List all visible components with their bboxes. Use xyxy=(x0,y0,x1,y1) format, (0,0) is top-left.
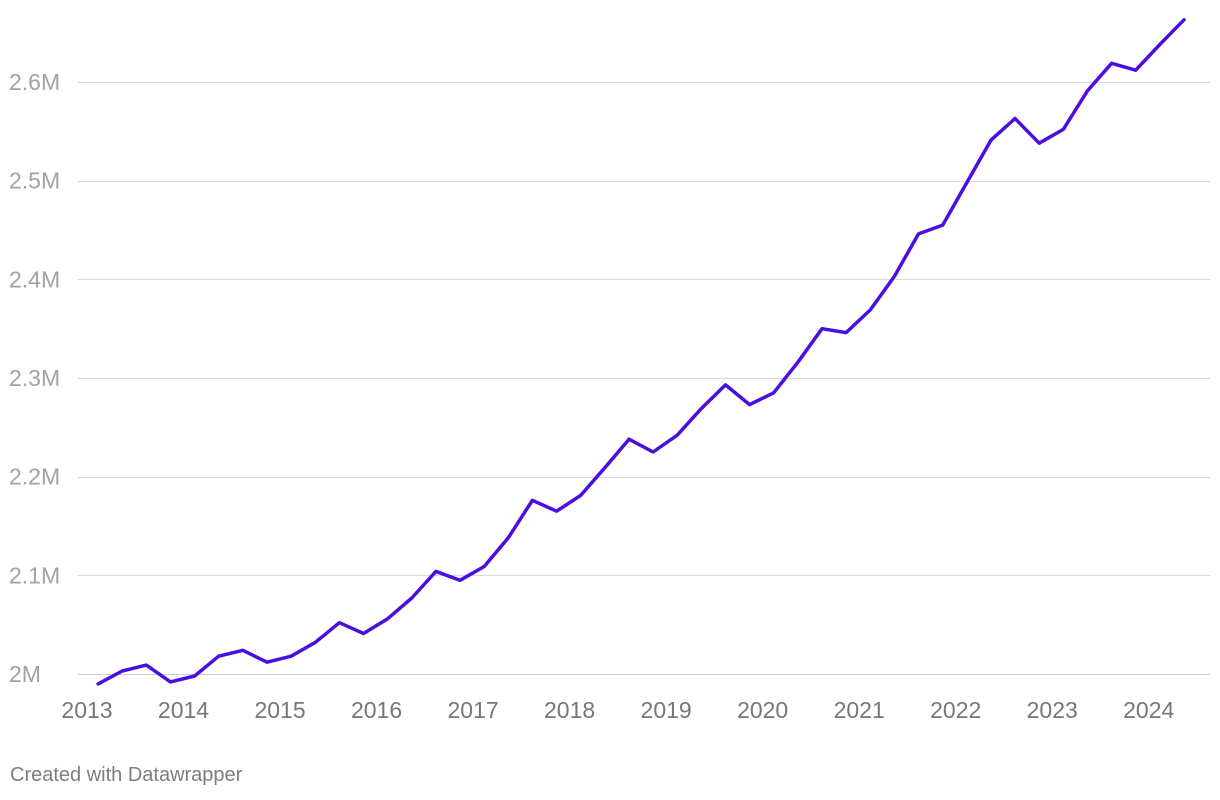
y-tick-label: 2.5M xyxy=(9,168,60,194)
x-tick-label-2022: 2022 xyxy=(930,697,981,723)
x-tick-label-2016: 2016 xyxy=(351,697,402,723)
x-tick-label-2020: 2020 xyxy=(737,697,788,723)
x-tick-label-2014: 2014 xyxy=(158,697,209,723)
y-tick-label: 2.1M xyxy=(9,562,60,588)
y-tick-label: 2.2M xyxy=(9,464,60,490)
y-tick-label: 2.6M xyxy=(9,69,60,95)
x-tick-label-2023: 2023 xyxy=(1027,697,1078,723)
y-tick-label: 2.4M xyxy=(9,266,60,292)
x-tick-label-2015: 2015 xyxy=(254,697,305,723)
x-tick-label-2021: 2021 xyxy=(834,697,885,723)
x-tick-label-2024: 2024 xyxy=(1123,697,1174,723)
footer-credit: Created with Datawrapper xyxy=(10,764,243,786)
x-tick-label-2019: 2019 xyxy=(641,697,692,723)
y-tick-label: 2.3M xyxy=(9,365,60,391)
gridlines xyxy=(78,82,1210,675)
x-tick-label-2017: 2017 xyxy=(448,697,499,723)
y-axis-tick-labels: 2M 2.1M 2.2M 2.3M 2.4M 2.5M 2.6M xyxy=(9,69,60,687)
x-tick-label-2013: 2013 xyxy=(61,697,112,723)
series-lines xyxy=(96,18,1186,686)
y-tick-label: 2M xyxy=(9,661,41,687)
x-tick-label-2018: 2018 xyxy=(544,697,595,723)
x-axis-tick-labels: 2013 2014 2015 2016 2017 2018 2019 2020 2021 2022… xyxy=(61,697,1174,723)
series-line-0 xyxy=(96,18,1186,686)
